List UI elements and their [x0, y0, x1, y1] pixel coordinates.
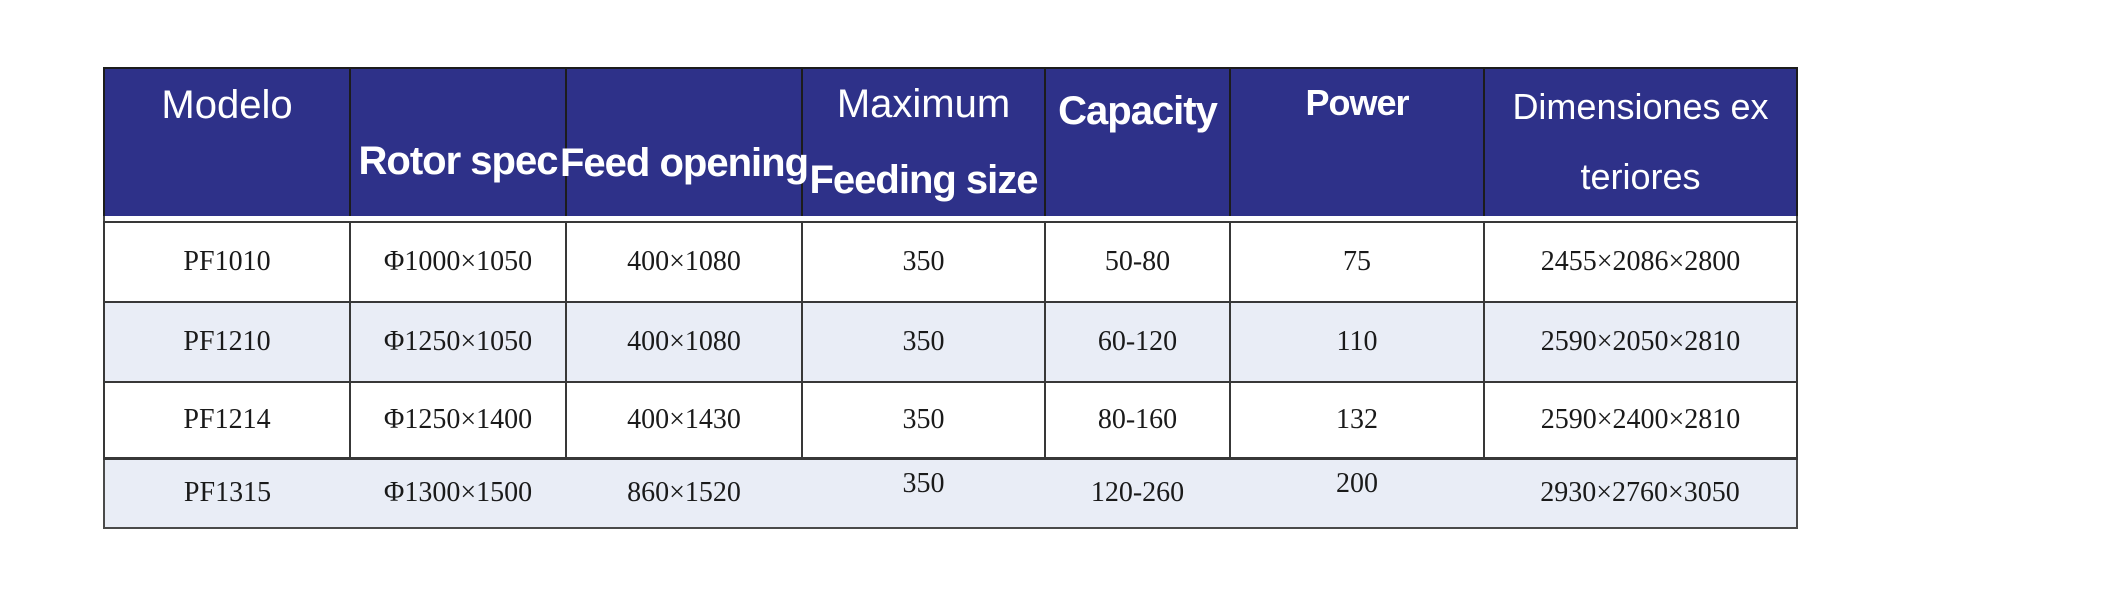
header-cell-modelo: Modelo	[103, 67, 351, 216]
cell-feed-opening: 400×1430	[565, 381, 803, 459]
header-label-power: Power	[1305, 82, 1409, 123]
cell-model: PF1315	[104, 456, 350, 528]
cell-power: 132	[1229, 381, 1485, 459]
cell-model: PF1210	[103, 301, 351, 383]
cell-power: 110	[1229, 301, 1485, 383]
cell-feed-opening: 400×1080	[565, 301, 803, 383]
cell-model: PF1214	[103, 381, 351, 459]
table-row-pf1315: PF1315 Φ1300×1500 860×1520 350 120-260 2…	[104, 456, 1797, 528]
cell-dimensions: 2930×2760×3050	[1484, 456, 1797, 528]
cell-dimensions: 2590×2400×2810	[1483, 381, 1798, 459]
cell-rotor-spec: Φ1000×1050	[349, 221, 567, 303]
table-body: PF1010 Φ1000×1050 400×1080 350 50-80 75 …	[103, 221, 1798, 528]
cell-max-feeding-size: 350	[802, 456, 1045, 528]
cell-feed-opening: 860×1520	[566, 456, 802, 528]
header-label-modelo: Modelo	[161, 83, 293, 127]
cell-capacity: 80-160	[1044, 381, 1231, 459]
header-cell-feed-opening: Feed opening	[560, 67, 809, 216]
machine-spec-table: Modelo Rotor spec Feed opening Maximum	[103, 67, 1798, 529]
cell-power: 200	[1230, 456, 1484, 528]
header-cell-capacity: Capacity	[1044, 67, 1231, 216]
header-label-feed-opening: Feed opening	[560, 141, 809, 185]
header-cell-dimensions: Dimensiones ex teriores	[1483, 67, 1798, 216]
cell-dimensions: 2590×2050×2810	[1483, 301, 1798, 383]
cell-capacity: 50-80	[1044, 221, 1231, 303]
header-label-rotor-spec: Rotor spec	[358, 139, 559, 183]
header-label-feeding-size: Feeding size	[809, 158, 1038, 202]
header-cell-rotor-spec: Rotor spec	[349, 67, 567, 216]
header-divider	[104, 216, 1797, 222]
table-header: Modelo Rotor spec Feed opening Maximum	[103, 67, 1798, 222]
cell-max-feeding-size: 350	[801, 301, 1046, 383]
cell-model: PF1010	[103, 221, 351, 303]
cell-rotor-spec: Φ1300×1500	[350, 456, 566, 528]
cell-max-feeding-size: 350	[801, 381, 1046, 459]
header-cell-max-feeding-size: Maximum Feeding size	[801, 67, 1046, 216]
cell-dimensions: 2455×2086×2800	[1483, 221, 1798, 303]
table-row-pf1210: PF1210 Φ1250×1050 400×1080 350 60-120 11…	[103, 301, 1798, 383]
cell-max-feeding-size: 350	[801, 221, 1046, 303]
cell-capacity: 60-120	[1044, 301, 1231, 383]
cell-rotor-spec: Φ1250×1050	[349, 301, 567, 383]
header-label-capacity: Capacity	[1058, 89, 1218, 133]
cell-rotor-spec: Φ1250×1400	[349, 381, 567, 459]
cell-capacity: 120-260	[1045, 456, 1230, 528]
cell-power: 75	[1229, 221, 1485, 303]
header-cell-power: Power	[1229, 67, 1485, 216]
table-row-pf1214: PF1214 Φ1250×1400 400×1430 350 80-160 13…	[103, 381, 1798, 459]
header-label-dimensiones-ex: Dimensiones ex	[1512, 86, 1769, 127]
header-label-teriores: teriores	[1580, 156, 1701, 197]
header-label-maximum: Maximum	[836, 82, 1011, 126]
cell-feed-opening: 400×1080	[565, 221, 803, 303]
table-row-pf1010: PF1010 Φ1000×1050 400×1080 350 50-80 75 …	[103, 221, 1798, 303]
